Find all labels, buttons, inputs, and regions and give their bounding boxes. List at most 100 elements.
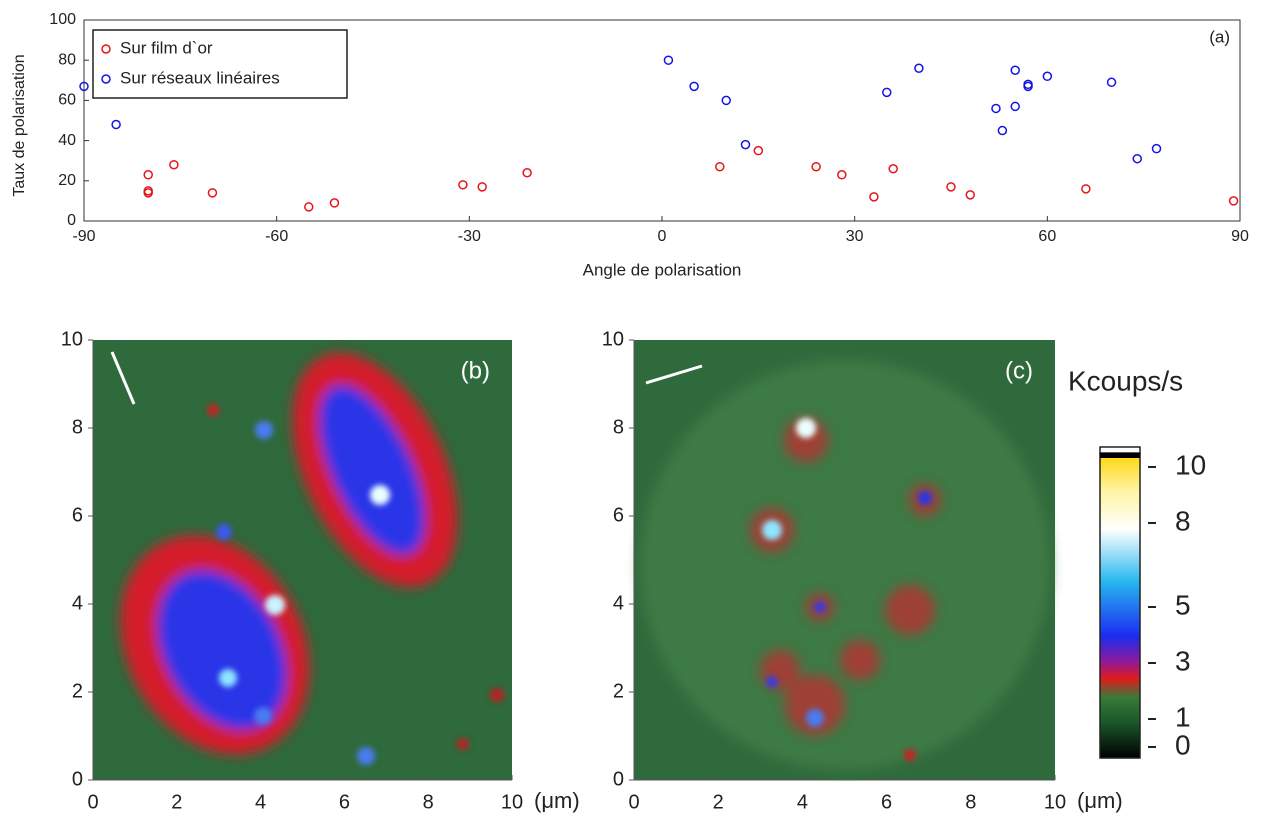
point bbox=[882, 87, 892, 98]
point bbox=[753, 145, 764, 156]
y-tick-label: 6 bbox=[72, 504, 83, 526]
point bbox=[207, 188, 218, 198]
panel-label: (b) bbox=[461, 357, 490, 384]
point bbox=[740, 139, 751, 150]
legend-label: Sur film d`or bbox=[120, 38, 213, 57]
colorbar-tick-label: 0 bbox=[1175, 729, 1191, 760]
point bbox=[837, 170, 847, 180]
x-tick-label: -30 bbox=[458, 228, 481, 245]
point bbox=[997, 125, 1008, 136]
y-tick-label: 10 bbox=[61, 328, 83, 350]
x-tick-label: 4 bbox=[797, 791, 808, 813]
x-tick-label: 4 bbox=[255, 791, 266, 813]
y-tick-label: 2 bbox=[613, 680, 624, 702]
y-tick-label: 80 bbox=[58, 51, 76, 68]
legend-label: Sur réseaux linéaires bbox=[120, 68, 280, 87]
colorbar-tick-label: 5 bbox=[1175, 589, 1191, 620]
point bbox=[111, 119, 121, 130]
legend-marker bbox=[101, 44, 111, 54]
map-image-b bbox=[93, 340, 512, 780]
polarisation-arrow bbox=[110, 351, 136, 405]
y-tick-label: 10 bbox=[602, 328, 624, 350]
point bbox=[869, 192, 879, 202]
y-tick-label: 0 bbox=[67, 212, 76, 229]
colorbar bbox=[1099, 452, 1141, 759]
y-tick-label: 4 bbox=[613, 592, 624, 614]
y-tick-label: 4 bbox=[72, 592, 83, 614]
point bbox=[689, 81, 699, 92]
x-tick-label: 8 bbox=[423, 791, 434, 813]
point bbox=[143, 170, 153, 180]
x-tick-label: 2 bbox=[171, 791, 182, 813]
colorbar-title: Kcoups/s bbox=[1068, 365, 1183, 396]
point bbox=[663, 55, 674, 65]
x-unit-label: (μm) bbox=[1077, 788, 1123, 813]
point bbox=[329, 198, 340, 208]
point bbox=[888, 163, 898, 174]
point bbox=[522, 168, 532, 178]
point bbox=[1042, 71, 1053, 82]
x-unit-label: (μm) bbox=[534, 788, 580, 813]
point bbox=[965, 190, 976, 200]
point bbox=[914, 63, 924, 73]
y-tick-label: 8 bbox=[72, 416, 83, 438]
point bbox=[721, 95, 731, 106]
point bbox=[1132, 153, 1142, 164]
x-tick-label: 60 bbox=[1038, 228, 1056, 245]
panel-label: (c) bbox=[1005, 357, 1033, 384]
x-tick-label: 0 bbox=[658, 228, 667, 245]
x-tick-label: 2 bbox=[713, 791, 724, 813]
x-axis-label: Angle de polarisation bbox=[583, 260, 742, 279]
colorbar-cap bbox=[1100, 453, 1140, 458]
y-tick-label: 100 bbox=[49, 11, 76, 28]
y-axis-label: Taux de polarisation bbox=[11, 54, 28, 196]
point bbox=[143, 188, 153, 198]
x-tick-label: 8 bbox=[965, 791, 976, 813]
y-tick-label: 6 bbox=[613, 504, 624, 526]
colorbar-tick-label: 1 bbox=[1175, 701, 1191, 732]
colorbar-tick-label: 8 bbox=[1175, 505, 1191, 536]
y-tick-label: 8 bbox=[613, 416, 624, 438]
colorbar-cap bbox=[1099, 446, 1141, 454]
point bbox=[991, 103, 1001, 114]
point bbox=[169, 159, 179, 170]
x-tick-label: 0 bbox=[87, 791, 98, 813]
map-image-c bbox=[634, 340, 1055, 780]
point bbox=[1106, 77, 1117, 88]
x-tick-label: -90 bbox=[72, 228, 95, 245]
x-tick-label: 10 bbox=[1044, 791, 1066, 813]
x-tick-label: 0 bbox=[628, 791, 639, 813]
point bbox=[1151, 143, 1162, 154]
legend-marker bbox=[101, 74, 111, 84]
point bbox=[477, 182, 487, 192]
point bbox=[1228, 196, 1239, 206]
point bbox=[715, 161, 725, 172]
x-tick-label: 10 bbox=[501, 791, 523, 813]
legend-box bbox=[92, 29, 348, 99]
point bbox=[811, 161, 821, 172]
y-tick-label: 0 bbox=[613, 768, 624, 790]
point bbox=[1023, 81, 1033, 92]
panel-label: (a) bbox=[1209, 27, 1230, 46]
point bbox=[1010, 65, 1020, 75]
y-tick-label: 40 bbox=[58, 132, 76, 149]
point bbox=[1081, 184, 1091, 194]
y-tick-label: 60 bbox=[58, 92, 76, 109]
polarisation-arrow bbox=[645, 364, 703, 385]
x-tick-label: 6 bbox=[881, 791, 892, 813]
point bbox=[946, 182, 956, 192]
x-tick-label: 90 bbox=[1231, 228, 1249, 245]
x-tick-label: 30 bbox=[846, 228, 864, 245]
y-tick-label: 20 bbox=[58, 172, 76, 189]
colorbar-tick-label: 3 bbox=[1175, 645, 1191, 676]
y-tick-label: 2 bbox=[72, 680, 83, 702]
point bbox=[1010, 101, 1020, 112]
point bbox=[458, 180, 468, 190]
x-tick-label: -60 bbox=[265, 228, 288, 245]
x-tick-label: 6 bbox=[339, 791, 350, 813]
point bbox=[304, 202, 314, 212]
point bbox=[79, 81, 89, 92]
colorbar-tick-label: 10 bbox=[1175, 449, 1206, 480]
y-tick-label: 0 bbox=[72, 768, 83, 790]
